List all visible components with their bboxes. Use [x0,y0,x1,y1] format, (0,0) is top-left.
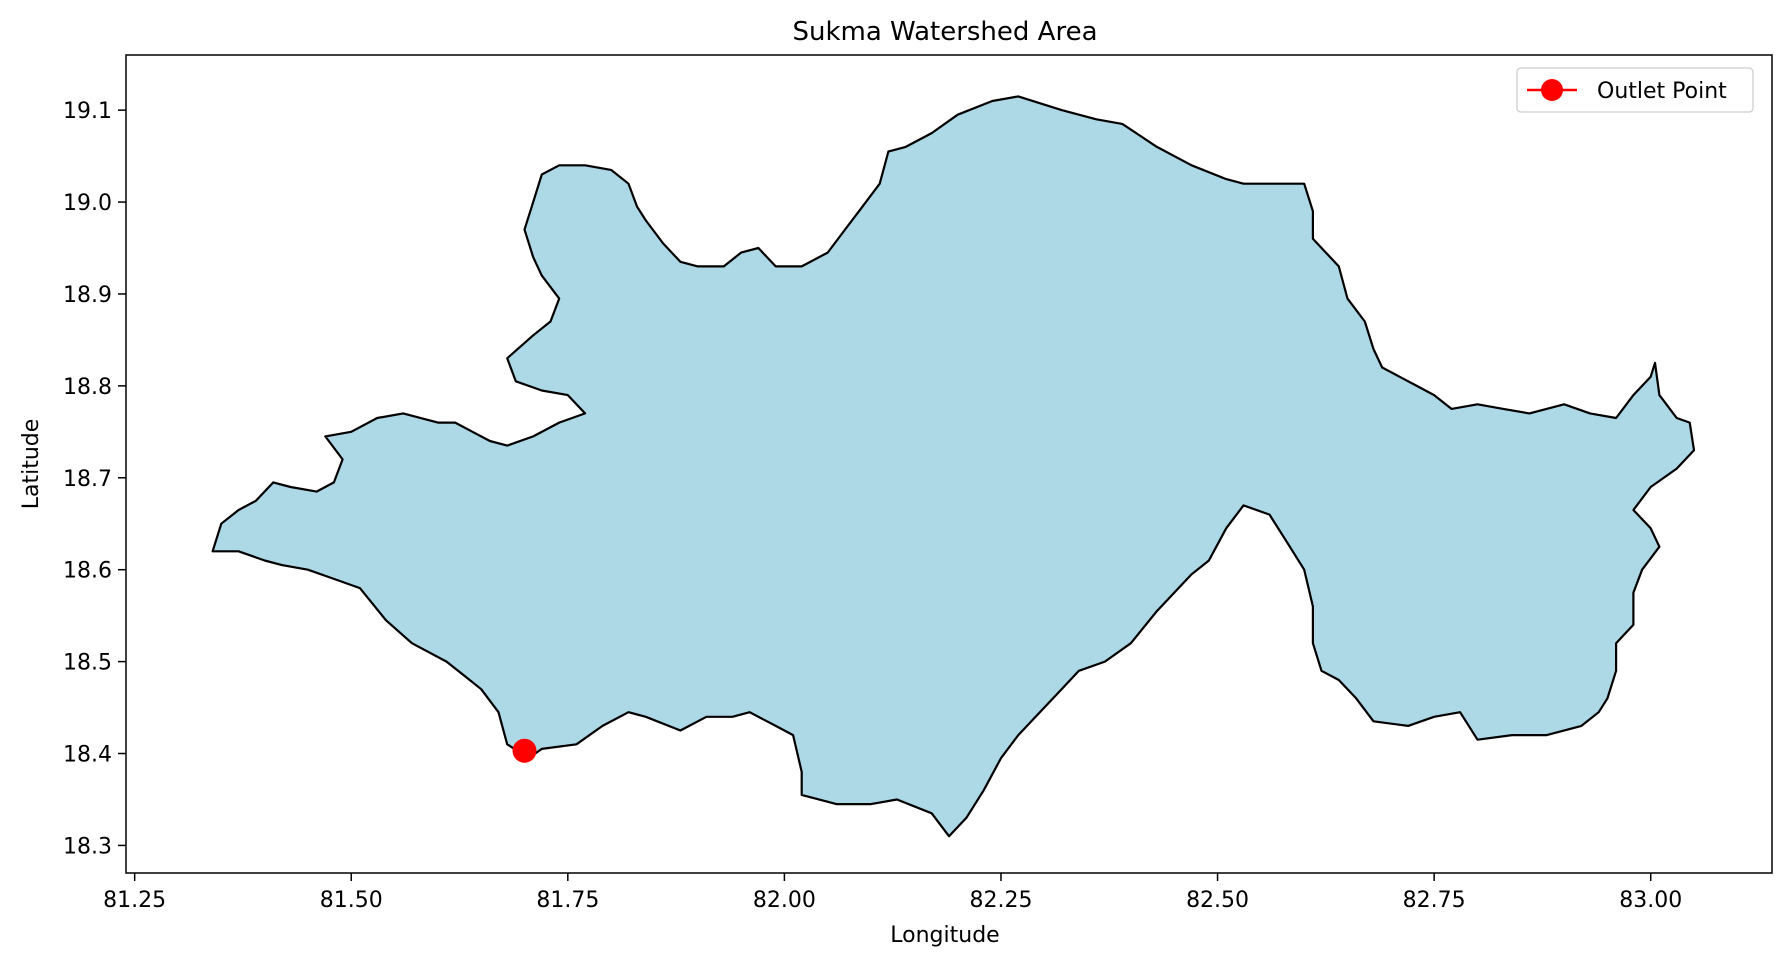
y-tick-label: 18.6 [63,559,112,584]
legend-label-outlet-point: Outlet Point [1597,79,1727,104]
y-axis: 18.3 18.4 18.5 18.6 18.7 18.8 18.9 19.0 19.1 [63,99,126,859]
x-tick-label: 83.00 [1619,888,1682,913]
x-tick-label: 82.25 [969,888,1032,913]
legend-box [1516,67,1754,113]
map-title: Sukma Watershed Area [792,17,1097,47]
legend: Outlet Point [1516,67,1754,113]
y-tick-label: 18.4 [63,743,112,768]
x-axis: 81.25 81.50 81.75 82.00 82.25 82.50 82.75 83.00 [103,873,1682,913]
x-axis-label: Longitude [890,923,999,948]
watershed-boundary [211,95,1696,838]
outlet-point-marker [512,738,537,763]
y-tick-label: 18.8 [63,375,112,400]
x-tick-label: 82.50 [1186,888,1249,913]
y-tick-label: 18.9 [63,283,112,308]
plot-area [211,95,1696,838]
legend-marker [1541,79,1563,101]
x-tick-label: 81.25 [103,888,166,913]
x-tick-label: 81.50 [320,888,383,913]
x-tick-label: 82.00 [753,888,816,913]
y-tick-label: 18.5 [63,651,112,676]
y-tick-label: 18.3 [63,834,112,859]
y-tick-label: 18.7 [63,467,112,492]
y-axis-label: Latitude [19,419,44,510]
x-tick-label: 81.75 [536,888,599,913]
y-tick-label: 19.0 [63,191,112,216]
plot-frame [125,54,1773,874]
y-tick-label: 19.1 [63,99,112,124]
x-tick-label: 82.75 [1403,888,1466,913]
